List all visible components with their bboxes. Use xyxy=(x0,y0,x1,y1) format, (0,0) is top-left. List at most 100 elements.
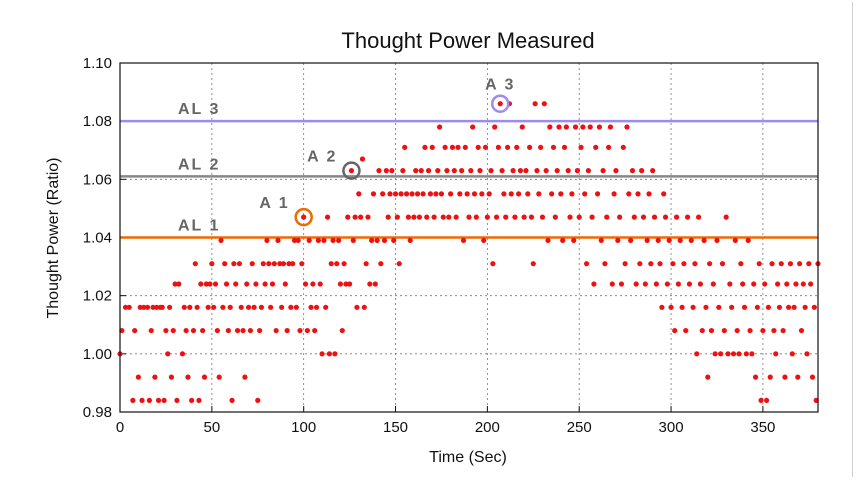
x-tick-label: 50 xyxy=(203,419,220,436)
data-point xyxy=(578,144,584,150)
data-point xyxy=(192,261,198,267)
data-point xyxy=(198,281,204,287)
data-point xyxy=(712,351,718,357)
data-point xyxy=(367,281,373,287)
data-point xyxy=(273,327,279,334)
data-point xyxy=(174,397,180,403)
data-point xyxy=(380,191,386,197)
data-point xyxy=(348,168,355,174)
data-point xyxy=(572,124,579,130)
data-point xyxy=(657,261,663,267)
data-point xyxy=(488,168,494,174)
data-point xyxy=(446,214,452,220)
data-point xyxy=(277,261,283,267)
data-point xyxy=(765,304,772,310)
data-point xyxy=(457,191,463,197)
data-point xyxy=(155,397,162,403)
data-point xyxy=(269,281,276,287)
data-point xyxy=(264,237,270,244)
y-tick-label: 0.98 xyxy=(83,404,112,421)
data-point xyxy=(797,261,803,267)
data-point xyxy=(569,191,575,197)
data-point xyxy=(130,397,136,403)
data-point xyxy=(187,304,193,310)
data-point xyxy=(207,281,213,287)
data-point xyxy=(576,214,582,220)
data-point xyxy=(609,281,615,287)
data-point xyxy=(795,374,801,380)
data-point xyxy=(571,237,577,244)
data-point xyxy=(126,304,132,310)
data-point xyxy=(541,101,547,107)
data-point xyxy=(470,124,476,130)
data-point xyxy=(244,281,250,287)
data-point xyxy=(431,214,437,220)
data-point xyxy=(692,261,698,267)
data-point xyxy=(611,191,617,197)
data-point xyxy=(591,281,597,287)
data-point xyxy=(534,168,540,174)
data-point xyxy=(424,214,430,220)
data-point xyxy=(451,168,457,174)
data-point xyxy=(413,168,419,174)
data-point xyxy=(482,144,489,150)
data-point xyxy=(429,144,435,150)
data-point xyxy=(315,237,321,244)
data-point xyxy=(194,304,200,310)
data-point xyxy=(747,327,753,334)
data-point xyxy=(466,214,472,220)
data-point xyxy=(389,168,395,174)
data-point xyxy=(222,261,228,267)
data-point xyxy=(293,304,299,310)
data-point xyxy=(479,191,485,197)
data-point xyxy=(266,261,272,267)
data-point xyxy=(567,214,573,220)
data-point xyxy=(773,351,779,357)
data-point xyxy=(492,124,498,130)
data-point xyxy=(804,351,810,357)
data-point xyxy=(437,124,443,130)
data-point xyxy=(418,168,424,174)
data-point xyxy=(637,261,643,267)
data-point xyxy=(677,237,683,244)
data-point xyxy=(583,261,590,267)
data-point xyxy=(148,327,154,334)
data-point xyxy=(209,261,215,267)
data-point xyxy=(422,144,428,150)
data-point xyxy=(200,327,206,334)
x-tick-label: 200 xyxy=(475,419,500,436)
data-point xyxy=(809,374,816,380)
data-point xyxy=(620,144,626,150)
data-point xyxy=(257,327,263,334)
data-point xyxy=(696,214,702,220)
data-point xyxy=(308,304,314,310)
data-point xyxy=(394,214,400,220)
data-point xyxy=(286,261,292,267)
data-point xyxy=(495,144,501,150)
x-axis-label: Time (Sec) xyxy=(429,449,507,466)
data-point xyxy=(258,304,265,310)
data-point xyxy=(734,327,740,334)
x-tick-label: 100 xyxy=(291,419,316,436)
data-point xyxy=(585,168,591,174)
data-point xyxy=(736,351,742,357)
data-point xyxy=(354,304,360,310)
tick-labels: 0 50 100 150 200 250 300 350 0.98 1.00 1.02 1.04 1.0… xyxy=(83,55,776,436)
data-point xyxy=(435,168,441,174)
data-point xyxy=(400,168,406,174)
data-point xyxy=(251,304,257,310)
data-point xyxy=(455,144,461,150)
data-point xyxy=(646,191,652,197)
data-point xyxy=(727,281,733,287)
data-point xyxy=(163,327,169,334)
data-point xyxy=(328,261,334,267)
annotation-circle-2 xyxy=(342,161,361,180)
data-point xyxy=(710,281,716,287)
data-point xyxy=(594,191,601,197)
data-point xyxy=(672,327,678,334)
data-point xyxy=(416,214,423,220)
data-point xyxy=(784,281,790,287)
data-point xyxy=(464,191,470,197)
data-point xyxy=(650,168,656,174)
alert-label-3: AL 3 xyxy=(178,101,220,118)
